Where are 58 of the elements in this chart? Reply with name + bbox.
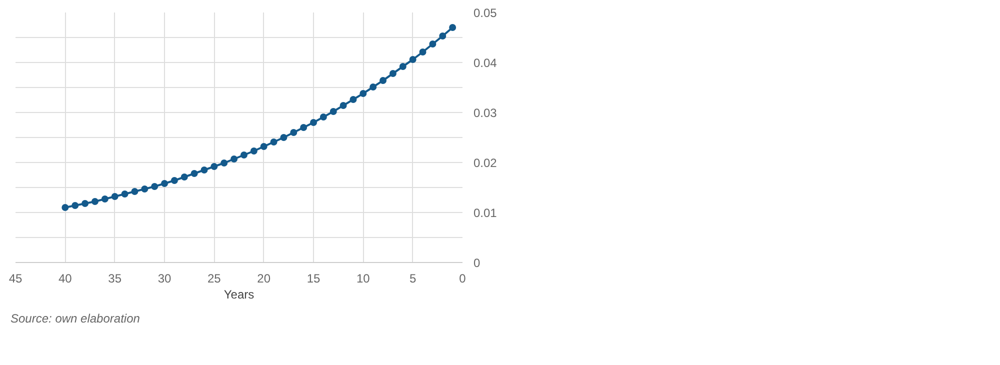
x-axis-title: Years	[224, 288, 254, 302]
point	[270, 138, 278, 146]
point	[320, 114, 327, 120]
point	[310, 119, 317, 126]
y-tick-label: 0.02	[474, 156, 498, 170]
point	[111, 193, 118, 200]
x-tick-label: 5	[409, 272, 416, 286]
point	[389, 70, 396, 77]
point	[230, 156, 238, 162]
x-tick-label: 35	[108, 272, 122, 286]
point	[72, 202, 79, 209]
point	[370, 84, 377, 90]
point	[340, 102, 347, 109]
point	[449, 24, 456, 31]
source-note: Source: own elaboration	[10, 312, 140, 326]
point	[429, 40, 436, 48]
x-tick-label: 10	[356, 272, 370, 286]
point	[62, 204, 69, 211]
x-tick-label: 15	[306, 272, 320, 286]
x-tick-label: 20	[257, 272, 271, 286]
point	[101, 196, 108, 202]
point	[360, 90, 367, 97]
point	[409, 56, 416, 63]
point	[280, 134, 288, 141]
y-tick-label: 0.03	[474, 106, 498, 120]
point	[260, 143, 268, 150]
point	[240, 152, 248, 158]
point	[419, 48, 426, 56]
x-tick-label: 45	[8, 272, 22, 286]
y-tick-label: 0.05	[474, 6, 498, 20]
point	[82, 200, 89, 207]
y-tick-label: 0.01	[474, 206, 498, 220]
x-tick-label: 25	[207, 272, 222, 286]
point	[330, 108, 337, 115]
x-tick-label: 0	[459, 272, 466, 286]
point	[399, 63, 406, 70]
point	[91, 198, 98, 205]
point	[161, 180, 168, 187]
x-tick-label: 40	[58, 272, 72, 286]
point	[380, 77, 387, 84]
y-tick-label: 0.04	[474, 56, 498, 70]
point	[131, 188, 138, 195]
x-tick-label: 30	[158, 272, 172, 286]
point	[220, 160, 228, 166]
point	[210, 163, 218, 170]
point	[121, 190, 128, 198]
point	[200, 166, 208, 174]
point	[250, 148, 258, 154]
point	[190, 170, 198, 177]
point	[300, 124, 308, 131]
point	[180, 174, 188, 180]
point	[439, 32, 446, 40]
point	[141, 186, 148, 192]
y-tick-label: 0	[474, 256, 480, 270]
point	[290, 129, 298, 136]
point	[350, 96, 357, 103]
point	[170, 177, 178, 184]
point	[151, 183, 158, 190]
